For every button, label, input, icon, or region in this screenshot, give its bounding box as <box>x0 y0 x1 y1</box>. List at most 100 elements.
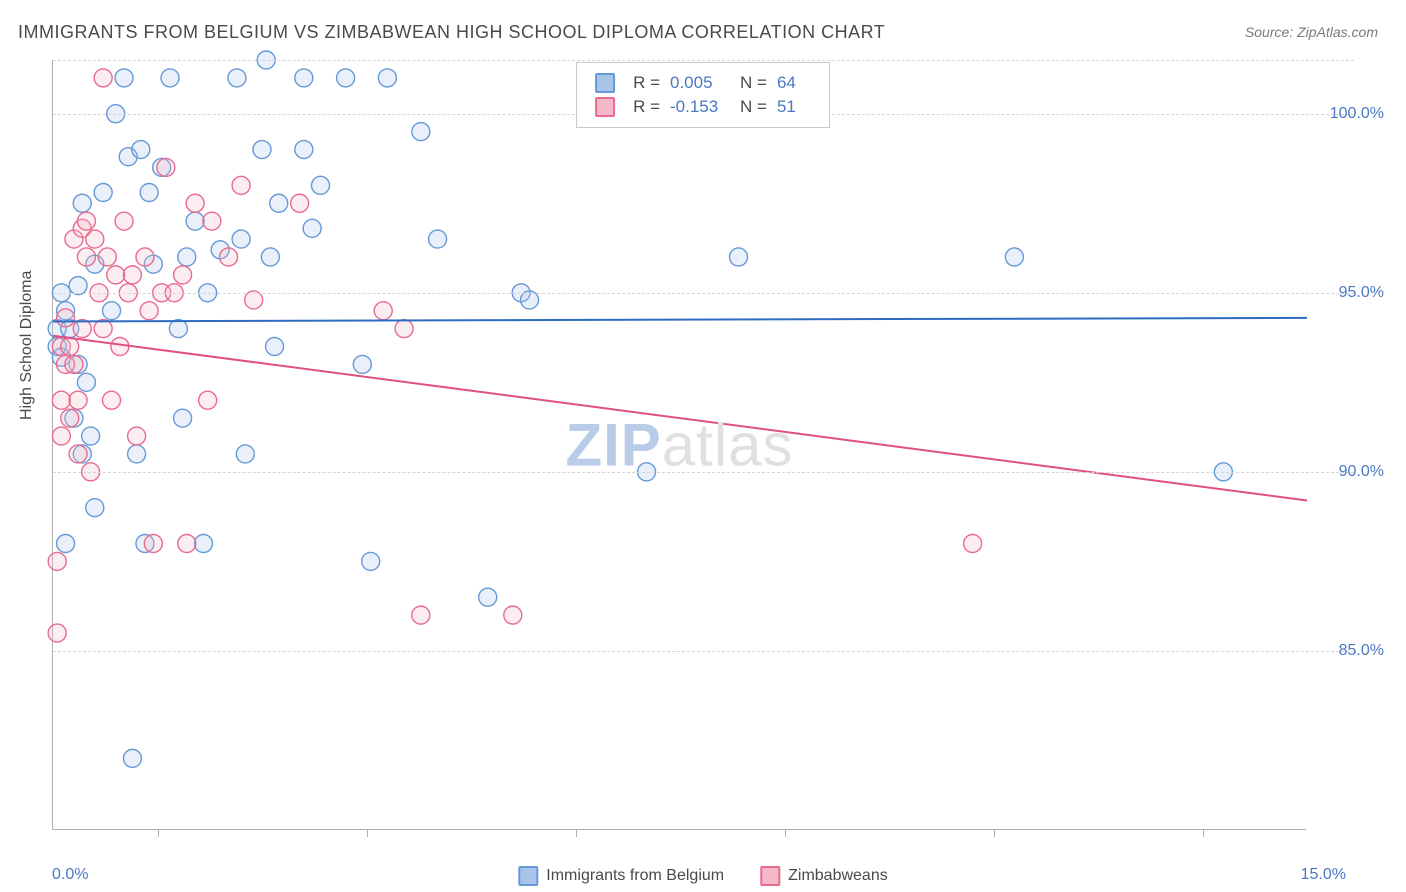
gridline <box>53 651 1354 652</box>
scatter-point <box>504 606 522 624</box>
scatter-point <box>378 69 396 87</box>
scatter-point <box>86 499 104 517</box>
scatter-point <box>136 248 154 266</box>
legend-r-label: R = <box>633 97 660 117</box>
legend-n-label: N = <box>740 97 767 117</box>
scatter-point <box>178 248 196 266</box>
scatter-point <box>123 749 141 767</box>
y-tick-label: 100.0% <box>1330 105 1384 123</box>
scatter-point <box>82 427 100 445</box>
scatter-point <box>303 219 321 237</box>
legend-n-value: 51 <box>777 97 811 117</box>
scatter-point <box>57 309 75 327</box>
legend-swatch <box>595 73 615 93</box>
scatter-point <box>232 230 250 248</box>
scatter-point <box>412 606 430 624</box>
scatter-point <box>77 373 95 391</box>
scatter-point <box>412 123 430 141</box>
scatter-point <box>128 445 146 463</box>
scatter-point <box>132 141 150 159</box>
correlation-legend: R = 0.005 N = 64 R = -0.153 N = 51 <box>576 62 830 128</box>
scatter-point <box>111 338 129 356</box>
x-tick <box>994 829 995 837</box>
legend-swatch <box>595 97 615 117</box>
legend-n-value: 64 <box>777 73 811 93</box>
series-legend-item: Immigrants from Belgium <box>518 866 724 886</box>
scatter-point <box>86 230 104 248</box>
legend-r-value: 0.005 <box>670 73 730 93</box>
scatter-point <box>61 338 79 356</box>
regression-line <box>53 318 1307 322</box>
scatter-point <box>353 355 371 373</box>
scatter-point <box>295 141 313 159</box>
scatter-point <box>115 69 133 87</box>
scatter-point <box>337 69 355 87</box>
scatter-point <box>291 194 309 212</box>
scatter-point <box>295 69 313 87</box>
legend-r-value: -0.153 <box>670 97 730 117</box>
scatter-point <box>144 534 162 552</box>
scatter-point <box>52 391 70 409</box>
scatter-point <box>203 212 221 230</box>
x-tick-min: 0.0% <box>52 866 88 884</box>
scatter-point <box>73 194 91 212</box>
scatter-point <box>270 194 288 212</box>
scatter-svg <box>53 60 1355 830</box>
x-tick-max: 15.0% <box>1301 866 1346 884</box>
scatter-point <box>61 409 79 427</box>
scatter-point <box>107 266 125 284</box>
gridline <box>53 60 1354 61</box>
series-legend-item: Zimbabweans <box>760 866 888 886</box>
scatter-point <box>178 534 196 552</box>
plot-area: ZIPatlas <box>52 60 1306 830</box>
gridline <box>53 293 1354 294</box>
scatter-point <box>964 534 982 552</box>
scatter-point <box>186 212 204 230</box>
legend-row: R = -0.153 N = 51 <box>595 95 811 119</box>
scatter-point <box>232 176 250 194</box>
scatter-point <box>77 248 95 266</box>
legend-swatch <box>518 866 538 886</box>
scatter-point <box>77 212 95 230</box>
scatter-point <box>94 184 112 202</box>
scatter-point <box>128 427 146 445</box>
y-tick-label: 85.0% <box>1339 642 1384 660</box>
scatter-point <box>140 184 158 202</box>
scatter-point <box>395 320 413 338</box>
scatter-point <box>103 302 121 320</box>
scatter-point <box>157 158 175 176</box>
scatter-point <box>174 266 192 284</box>
scatter-point <box>65 355 83 373</box>
legend-n-label: N = <box>740 73 767 93</box>
scatter-point <box>123 266 141 284</box>
source-attribution: Source: ZipAtlas.com <box>1245 24 1378 40</box>
scatter-point <box>1005 248 1023 266</box>
scatter-point <box>479 588 497 606</box>
scatter-point <box>140 302 158 320</box>
y-axis-label: High School Diploma <box>18 271 36 420</box>
scatter-point <box>730 248 748 266</box>
scatter-point <box>362 552 380 570</box>
scatter-point <box>103 391 121 409</box>
scatter-point <box>374 302 392 320</box>
scatter-point <box>115 212 133 230</box>
scatter-point <box>429 230 447 248</box>
x-tick <box>367 829 368 837</box>
scatter-point <box>194 534 212 552</box>
gridline <box>53 472 1354 473</box>
x-tick <box>1203 829 1204 837</box>
series-legend-label: Zimbabweans <box>788 867 888 884</box>
scatter-point <box>52 427 70 445</box>
scatter-point <box>48 624 66 642</box>
x-tick <box>576 829 577 837</box>
y-tick-label: 95.0% <box>1339 284 1384 302</box>
scatter-point <box>186 194 204 212</box>
legend-row: R = 0.005 N = 64 <box>595 71 811 95</box>
scatter-point <box>236 445 254 463</box>
scatter-point <box>161 69 179 87</box>
scatter-point <box>69 445 87 463</box>
scatter-point <box>48 552 66 570</box>
series-legend-label: Immigrants from Belgium <box>546 867 724 884</box>
scatter-point <box>94 69 112 87</box>
scatter-point <box>199 391 217 409</box>
